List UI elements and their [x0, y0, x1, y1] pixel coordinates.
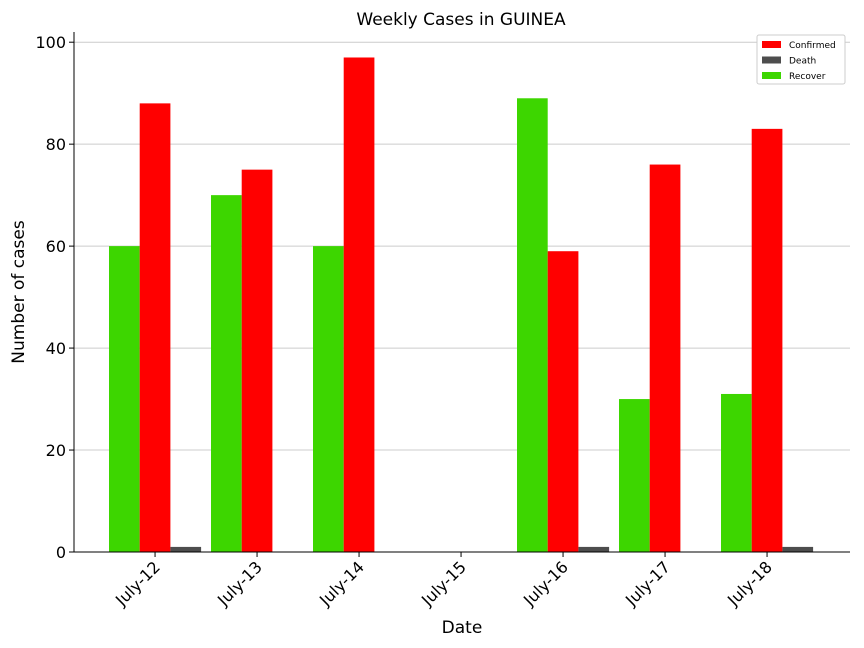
- x-tick-label: July-15: [417, 557, 470, 610]
- y-tick-label: 60: [46, 237, 66, 256]
- bar-recover: [109, 246, 140, 552]
- legend-label-confirmed: Confirmed: [789, 41, 836, 51]
- bar-death: [578, 546, 610, 552]
- bar-recover: [721, 393, 752, 552]
- bar-confirmed: [547, 251, 579, 552]
- bar-confirmed: [139, 103, 171, 552]
- chart-title: Weekly Cases in GUINEA: [356, 10, 566, 30]
- x-axis-title: Date: [442, 618, 483, 638]
- y-tick-label: 100: [35, 33, 66, 52]
- y-axis-title: Number of cases: [9, 220, 29, 364]
- y-tick-label: 0: [56, 543, 66, 562]
- legend: Confirmed Death Recover: [756, 34, 846, 85]
- bar-confirmed: [343, 57, 375, 552]
- bar-confirmed: [649, 164, 681, 553]
- bars: [109, 57, 814, 553]
- bar-recover: [211, 195, 242, 552]
- legend-label-recover: Recover: [789, 72, 826, 82]
- bar-death: [170, 546, 202, 552]
- bar-recover: [313, 246, 344, 552]
- y-tick-label: 20: [46, 441, 66, 460]
- legend-label-death: Death: [789, 57, 816, 67]
- x-tick-label: July-18: [723, 557, 776, 610]
- bar-confirmed: [241, 169, 273, 552]
- y-ticks: 0 20 40 60 80 100: [35, 33, 74, 562]
- y-tick-label: 80: [46, 135, 66, 154]
- legend-swatch-confirmed: [762, 41, 781, 48]
- axes: [73, 32, 850, 553]
- bar-recover: [517, 98, 548, 553]
- bar-death: [782, 546, 814, 552]
- y-tick-label: 40: [46, 339, 66, 358]
- x-tick-label: July-13: [213, 557, 266, 610]
- bar-recover: [619, 399, 650, 552]
- x-tick-label: July-12: [111, 557, 164, 610]
- x-tick-label: July-16: [519, 557, 572, 610]
- bar-confirmed: [751, 128, 783, 553]
- grid-lines: [74, 41, 850, 451]
- legend-swatch-recover: [762, 72, 781, 79]
- x-tick-label: July-14: [315, 557, 368, 610]
- legend-swatch-death: [762, 56, 781, 64]
- x-ticks: July-12 July-13 July-14 July-15 July-16 July-…: [111, 552, 776, 610]
- x-tick-label: July-17: [621, 557, 674, 610]
